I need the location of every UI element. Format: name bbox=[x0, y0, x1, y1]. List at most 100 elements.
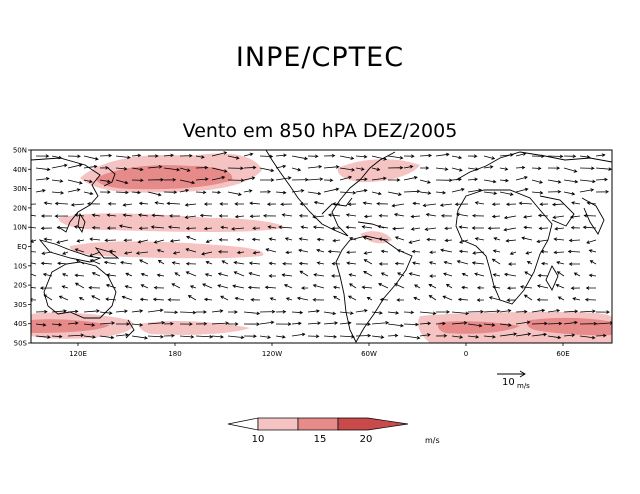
wind-vector bbox=[333, 295, 341, 301]
wind-vector bbox=[339, 191, 357, 195]
wind-vector bbox=[35, 309, 48, 314]
wind-vector bbox=[378, 262, 389, 266]
wind-vector bbox=[492, 273, 501, 277]
wind-vector bbox=[219, 202, 229, 206]
legend-label-20: 20 bbox=[360, 434, 373, 445]
lat-label-20s: 20S bbox=[14, 282, 28, 290]
wind-vector bbox=[451, 321, 468, 325]
wind-vector bbox=[211, 175, 226, 181]
wind-vector bbox=[355, 177, 368, 182]
organization-title: INPE/CPTEC bbox=[235, 42, 405, 73]
wind-vector bbox=[537, 213, 549, 218]
wind-vector bbox=[394, 236, 405, 241]
wind-vector bbox=[362, 236, 373, 241]
wind-vector bbox=[435, 190, 447, 195]
wind-vector bbox=[355, 188, 368, 193]
wind-vector bbox=[243, 176, 256, 181]
wind-vector bbox=[563, 309, 579, 314]
wind-vector bbox=[435, 321, 446, 326]
wind-vector bbox=[483, 323, 496, 327]
lat-label-40n: 40N bbox=[13, 166, 27, 174]
wind-vector bbox=[553, 237, 565, 242]
wind-vector bbox=[268, 237, 277, 241]
lon-label-0: 0 bbox=[464, 350, 468, 358]
wind-vector bbox=[156, 273, 165, 278]
wind-vector bbox=[355, 333, 372, 338]
wind-vector bbox=[171, 261, 181, 265]
wind-vector bbox=[339, 155, 355, 160]
wind-vector bbox=[259, 320, 275, 325]
wind-vector bbox=[99, 153, 113, 158]
wind-vector bbox=[291, 310, 304, 315]
wind-vector bbox=[118, 224, 133, 229]
wind-vector bbox=[524, 271, 533, 277]
wind-vector bbox=[35, 189, 46, 193]
wind-vector bbox=[31, 251, 37, 253]
coast-australia bbox=[43, 261, 117, 319]
wind-vector bbox=[595, 177, 608, 182]
coast-madagascar bbox=[545, 265, 559, 291]
wind-vector bbox=[458, 249, 469, 254]
wind-vector bbox=[140, 272, 149, 277]
wind-vector bbox=[74, 282, 85, 289]
coast-africa bbox=[455, 189, 553, 305]
wind-vector bbox=[467, 323, 483, 328]
wind-vector bbox=[57, 261, 69, 266]
wind-vector bbox=[392, 226, 405, 231]
wind-vector bbox=[339, 321, 352, 325]
wind-vector bbox=[298, 248, 309, 253]
wind-vector bbox=[31, 298, 37, 302]
coast-antilles bbox=[357, 221, 385, 229]
wind-vector bbox=[35, 154, 50, 158]
wind-vector bbox=[556, 271, 565, 277]
wind-vector bbox=[250, 298, 261, 302]
wind-vector bbox=[243, 165, 257, 170]
wind-vector bbox=[379, 297, 389, 302]
wind-vector bbox=[569, 215, 581, 219]
wind-vector bbox=[150, 225, 165, 229]
wind-vector bbox=[547, 189, 562, 194]
wind-vector bbox=[264, 285, 277, 290]
wind-vector bbox=[131, 323, 144, 327]
wind-vector bbox=[195, 322, 208, 326]
wind-vector bbox=[153, 285, 165, 290]
wind-vector bbox=[179, 310, 197, 315]
lat-label-10n: 10N bbox=[13, 224, 27, 232]
wind-vector bbox=[467, 154, 478, 158]
wind-vector bbox=[503, 227, 517, 232]
wind-vector bbox=[499, 332, 518, 337]
wind-vector bbox=[185, 248, 197, 253]
wind-vector bbox=[40, 226, 53, 230]
wind-vector bbox=[316, 237, 325, 242]
wind-vector bbox=[387, 191, 402, 196]
wind-vector bbox=[483, 309, 501, 313]
wind-vector bbox=[31, 273, 37, 277]
wind-vector bbox=[91, 213, 101, 218]
wind-vector bbox=[345, 225, 357, 230]
wind-vector bbox=[467, 188, 483, 193]
wind-vector bbox=[515, 165, 526, 170]
wind-vector bbox=[280, 202, 293, 207]
wind-vector bbox=[312, 298, 325, 302]
wind-vector bbox=[595, 333, 607, 338]
wind-vector bbox=[275, 335, 286, 339]
wind-vector bbox=[139, 297, 149, 302]
shade-pacific-trades-equator bbox=[69, 241, 264, 259]
wind-vector bbox=[201, 251, 213, 256]
wind-vector bbox=[442, 295, 453, 301]
wind-vector bbox=[51, 334, 63, 339]
wind-vector bbox=[420, 166, 430, 170]
wind-vector bbox=[75, 259, 85, 265]
wind-vector bbox=[387, 155, 404, 160]
wind-vector bbox=[515, 320, 531, 325]
lon-label-60e: 60E bbox=[556, 350, 569, 358]
wind-vector bbox=[298, 237, 309, 241]
wind-vector bbox=[99, 321, 116, 325]
wind-vector bbox=[186, 235, 197, 241]
legend-label-10: 10 bbox=[252, 434, 265, 445]
wind-vector bbox=[331, 261, 341, 266]
wind-vector bbox=[83, 179, 93, 184]
wind-vector bbox=[167, 225, 181, 229]
wind-vector bbox=[131, 190, 141, 195]
wind-vector bbox=[291, 189, 305, 193]
